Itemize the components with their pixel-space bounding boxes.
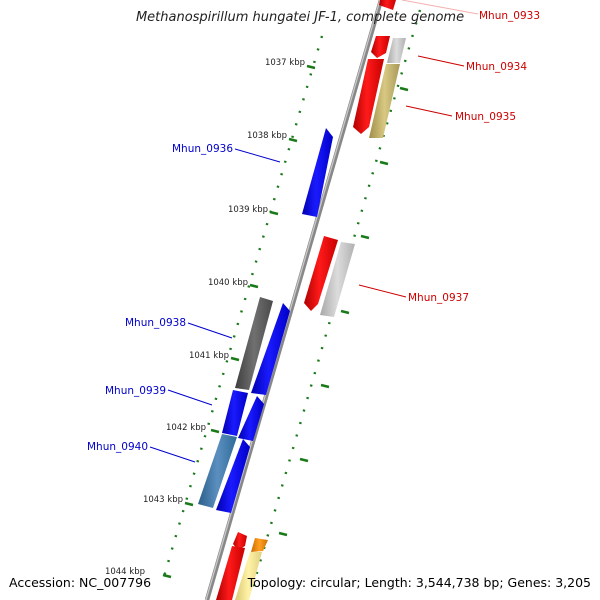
gene-block-red-bottom-small[interactable] <box>233 532 247 550</box>
scale-label-1042: 1042 kbp <box>166 423 206 433</box>
gene-block-mhun-0933[interactable] <box>379 0 396 10</box>
leader-mhun-0933 <box>401 0 479 15</box>
leader-mhun-0937 <box>358 284 407 298</box>
gene-label-mhun-0933[interactable]: Mhun_0933 <box>479 10 540 22</box>
gene-block-mhun-0934[interactable] <box>353 59 384 134</box>
scale-label-1044: 1044 kbp <box>105 567 145 577</box>
genome-backbone-highlight <box>205 0 381 600</box>
map-title: Methanospirillum hungatei JF-1, complete… <box>135 10 465 25</box>
genome-backbone <box>204 0 384 600</box>
scale-ticks <box>162 64 409 579</box>
gene-label-mhun-0936[interactable]: Mhun_0936 <box>172 143 233 155</box>
gene-label-mhun-0937[interactable]: Mhun_0937 <box>408 292 469 304</box>
gene-block-mhun-0937[interactable] <box>304 236 338 311</box>
gene-block-mhun-0938-grey[interactable] <box>235 297 273 390</box>
gene-label-mhun-0939[interactable]: Mhun_0939 <box>105 385 166 397</box>
leader-mhun-0934 <box>417 55 465 67</box>
scale-label-1041: 1041 kbp <box>189 351 229 361</box>
gene-block-orange[interactable] <box>251 538 268 552</box>
gene-block-mhun-0940-steel[interactable] <box>198 434 237 508</box>
gene-block-red-bottom[interactable] <box>216 546 245 600</box>
leader-mhun-0936 <box>234 148 281 163</box>
gene-block-mhun-0937-grey[interactable] <box>320 242 355 317</box>
scale-label-1037: 1037 kbp <box>265 58 305 68</box>
gene-block-mhun-0938[interactable] <box>251 303 290 395</box>
gene-block-mhun-0939b[interactable] <box>238 396 264 441</box>
leader-mhun-0938 <box>187 322 233 339</box>
leader-mhun-0935 <box>405 105 453 117</box>
scale-label-1043: 1043 kbp <box>143 495 183 505</box>
gene-block-mhun-0936[interactable] <box>302 128 333 217</box>
scale-label-1039: 1039 kbp <box>228 205 268 215</box>
gene-label-mhun-0934[interactable]: Mhun_0934 <box>466 61 527 73</box>
gene-label-mhun-0940[interactable]: Mhun_0940 <box>87 441 148 453</box>
scale-label-1038: 1038 kbp <box>247 131 287 141</box>
gene-block-mhun-0940[interactable] <box>216 439 250 513</box>
gene-block-mhun-0939[interactable] <box>222 390 248 436</box>
gene-block-mhun-0933b[interactable] <box>371 36 390 58</box>
gene-label-mhun-0935[interactable]: Mhun_0935 <box>455 111 516 123</box>
leader-mhun-0939 <box>167 389 213 406</box>
gene-block-mhun-0935[interactable] <box>369 64 400 138</box>
gene-label-mhun-0938[interactable]: Mhun_0938 <box>125 317 186 329</box>
leader-mhun-0940 <box>149 446 196 463</box>
gene-block-yellow[interactable] <box>235 552 262 600</box>
scale-label-1040: 1040 kbp <box>208 278 248 288</box>
genome-summary-text: Topology: circular; Length: 3,544,738 bp… <box>247 575 591 590</box>
gene-block-grey-top[interactable] <box>387 38 406 63</box>
accession-text: Accession: NC_007796 <box>9 575 152 590</box>
inner-scale-guide <box>161 35 324 581</box>
